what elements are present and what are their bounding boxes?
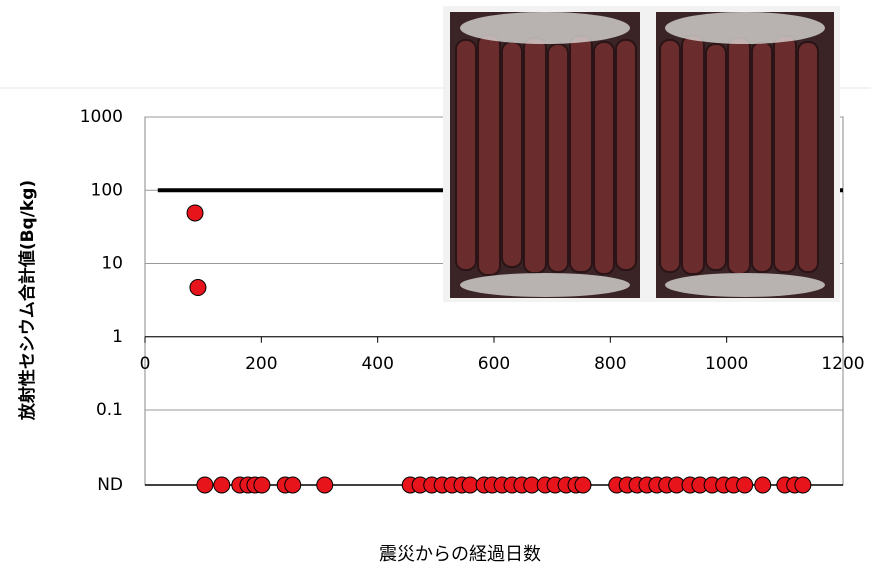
x-tick-label: 200 — [245, 354, 277, 374]
nd-point — [316, 476, 334, 494]
nd-point — [754, 476, 772, 494]
x-tick-label: 600 — [478, 354, 510, 374]
y-tick-label: 1000 — [80, 107, 123, 127]
nd-point — [736, 476, 754, 494]
x-axis-title: 震災からの経過日数 — [379, 544, 541, 565]
nd-label: ND — [97, 475, 123, 495]
nd-point — [574, 476, 592, 494]
y-axis-title: 放射性セシウム合計値(Bq/kg) — [17, 180, 38, 421]
point — [189, 279, 207, 297]
x-tick-label: 800 — [594, 354, 626, 374]
nd-point — [794, 476, 812, 494]
nd-point — [284, 476, 302, 494]
nd-point — [253, 476, 271, 494]
nd-point — [196, 476, 214, 494]
x-tick-label: 1000 — [705, 354, 748, 374]
y-tick-label: 1 — [112, 327, 123, 347]
point — [186, 204, 204, 222]
x-tick-label: 1200 — [821, 354, 864, 374]
y-tick-label: 100 — [91, 180, 123, 200]
y-tick-label: 10 — [101, 254, 123, 274]
photo — [443, 6, 840, 302]
nd-point — [213, 476, 231, 494]
y-tick-label: 0.1 — [96, 400, 123, 420]
x-tick-label: 400 — [361, 354, 393, 374]
x-tick-label: 0 — [140, 354, 151, 374]
